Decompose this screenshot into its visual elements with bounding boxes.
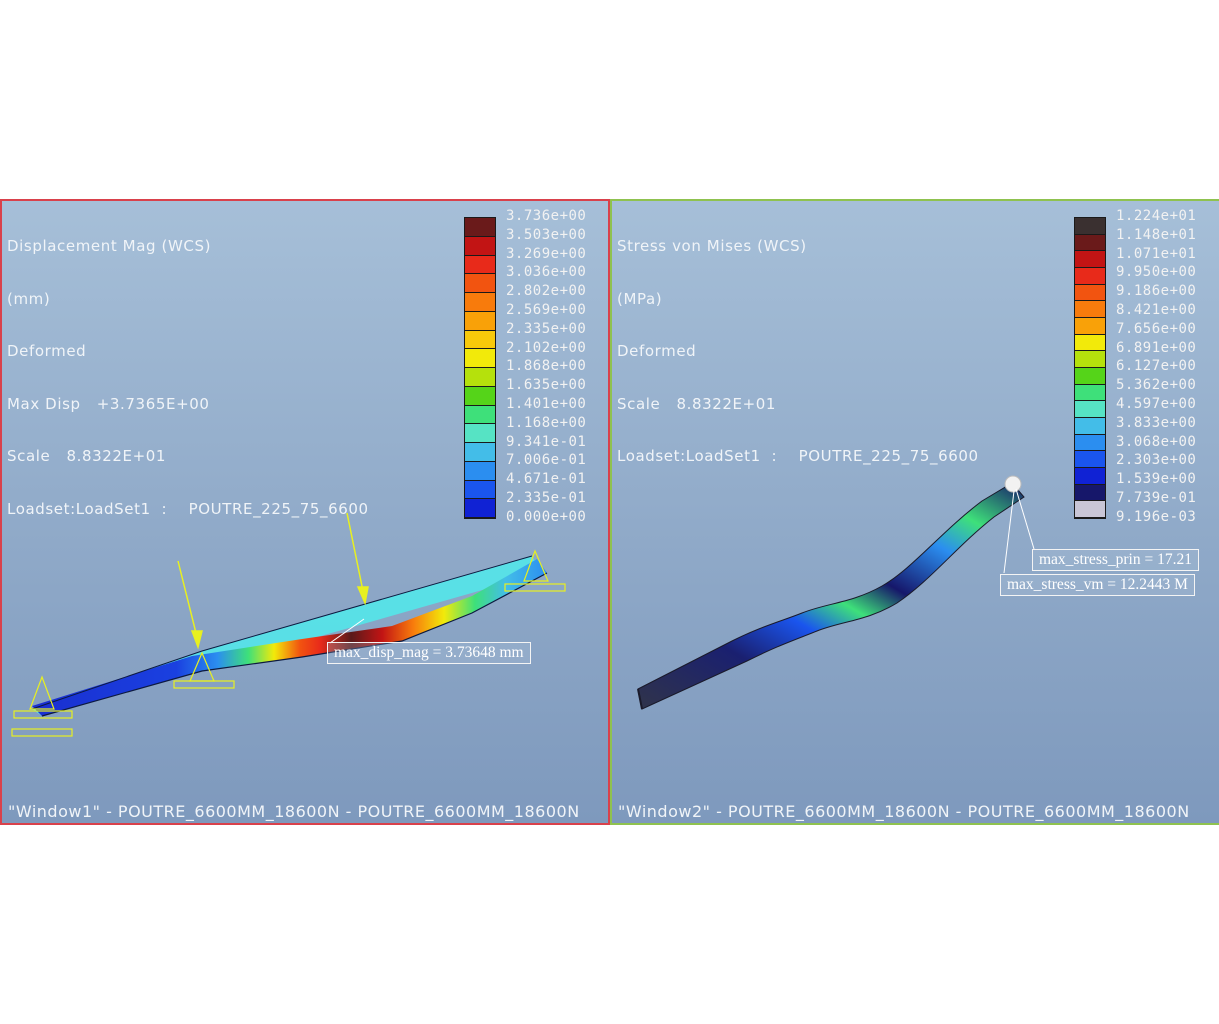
- constraint-symbols: [11, 549, 566, 737]
- legend-label: 3.036e+00: [506, 264, 587, 281]
- legend-label: 1.868e+00: [506, 358, 587, 375]
- legend-swatch: [1075, 501, 1105, 518]
- legend-swatch: [1075, 367, 1105, 385]
- legend-label: 2.303e+00: [1116, 452, 1197, 469]
- legend-label: 1.224e+01: [1116, 208, 1197, 224]
- legend-swatch: [1075, 451, 1105, 468]
- beam-side-face: [32, 559, 547, 716]
- legend-label: 2.802e+00: [506, 283, 587, 300]
- legend-label: 3.736e+00: [506, 208, 587, 224]
- header-line-units: (mm): [7, 289, 51, 308]
- legend-swatch: [465, 443, 495, 462]
- legend-label: 7.656e+00: [1116, 320, 1197, 337]
- legend-label: 0.000e+00: [506, 508, 587, 525]
- legend-swatch: [465, 405, 495, 425]
- legend-swatch: [1075, 384, 1105, 402]
- legend-swatch: [1075, 351, 1105, 368]
- legend-swatch: [1075, 267, 1105, 285]
- legend-swatch: [465, 386, 495, 406]
- legend-label: 2.569e+00: [506, 301, 587, 318]
- legend-swatch: [465, 424, 495, 443]
- legend-swatch: [1075, 284, 1105, 302]
- legend-label: 3.833e+00: [1116, 414, 1197, 431]
- color-legend-labels: 1.224e+01 1.148e+01 1.071e+01 9.950e+00 9.18…: [1116, 207, 1196, 527]
- header-line-units: (MPa): [617, 289, 663, 308]
- color-legend-labels: 3.736e+00 3.503e+00 3.269e+00 3.036e+00 2.80…: [506, 207, 586, 527]
- legend-label: 2.102e+00: [506, 339, 587, 356]
- legend-swatch: [1075, 218, 1105, 235]
- legend-swatch: [465, 368, 495, 387]
- legend-swatch: [1075, 401, 1105, 418]
- legend-swatch: [465, 349, 495, 368]
- legend-label: 5.362e+00: [1116, 377, 1197, 394]
- legend-label: 4.597e+00: [1116, 395, 1197, 412]
- header-line-title: Displacement Mag (WCS): [7, 237, 212, 255]
- legend-label: 2.335e-01: [506, 489, 587, 506]
- stress-beam: [637, 482, 1025, 710]
- window2-footer: "Window2" - POUTRE_6600MM_18600N - POUTR…: [618, 802, 1190, 821]
- legend-label: 6.891e+00: [1116, 339, 1197, 356]
- legend-label: 9.950e+00: [1116, 264, 1197, 281]
- legend-swatch: [1075, 301, 1105, 318]
- legend-label: 1.071e+01: [1116, 245, 1197, 262]
- header-line-scale: Scale 8.8322E+01: [617, 394, 777, 413]
- header-line-scale: Scale 8.8322E+01: [7, 447, 167, 465]
- legend-label: 1.635e+00: [506, 377, 587, 394]
- legend-swatch: [465, 255, 495, 275]
- color-legend-bar: [464, 217, 496, 519]
- legend-label: 3.068e+00: [1116, 433, 1197, 450]
- legend-swatch: [465, 236, 495, 256]
- legend-label: 4.671e-01: [506, 471, 587, 488]
- legend-label: 1.168e+00: [506, 414, 587, 431]
- legend-swatch: [465, 311, 495, 331]
- legend-label: 3.269e+00: [506, 245, 587, 262]
- legend-swatch: [1075, 317, 1105, 335]
- window2-result-header: Stress von Mises (WCS) (MPa) Deformed Sc…: [617, 203, 979, 501]
- legend-swatch: [1075, 484, 1105, 502]
- legend-label: 9.196e-03: [1116, 508, 1197, 525]
- stress-model-view[interactable]: [612, 201, 1219, 823]
- legend-label: 8.421e+00: [1116, 301, 1197, 318]
- legend-label: 2.335e+00: [506, 320, 587, 337]
- legend-swatch: [1075, 334, 1105, 352]
- legend-label: 1.401e+00: [506, 395, 587, 412]
- header-line-deformed: Deformed: [617, 342, 697, 360]
- legend-label: 9.341e-01: [506, 433, 587, 450]
- legend-swatch: [465, 274, 495, 293]
- legend-swatch: [465, 480, 495, 500]
- legend-label: 7.006e-01: [506, 452, 587, 469]
- legend-label: 9.186e+00: [1116, 283, 1197, 300]
- legend-swatch: [465, 218, 495, 237]
- legend-label: 6.127e+00: [1116, 358, 1197, 375]
- window1-footer: "Window1" - POUTRE_6600MM_18600N - POUTR…: [8, 802, 580, 821]
- legend-swatch: [1075, 417, 1105, 435]
- legend-label: 7.739e-01: [1116, 489, 1197, 506]
- header-line-loadset: Loadset:LoadSet1 : POUTRE_225_75_6600: [7, 499, 369, 518]
- legend-swatch: [1075, 234, 1105, 252]
- header-line-title: Stress von Mises (WCS): [617, 237, 807, 255]
- header-line-maxdisp: Max Disp +3.7365E+00: [7, 394, 210, 413]
- max-disp-callout: max_disp_mag = 3.73648 mm: [327, 642, 531, 664]
- header-line-deformed: Deformed: [7, 342, 87, 360]
- displacement-model-view[interactable]: [2, 201, 608, 823]
- load-arrow: [177, 512, 369, 650]
- viewport-window1[interactable]: Displacement Mag (WCS) (mm) Deformed Max…: [0, 199, 610, 825]
- color-legend-bar: [1074, 217, 1106, 519]
- legend-swatch: [1075, 251, 1105, 268]
- legend-swatch: [465, 293, 495, 312]
- header-line-loadset: Loadset:LoadSet1 : POUTRE_225_75_6600: [617, 447, 979, 465]
- viewport-window2[interactable]: Stress von Mises (WCS) (MPa) Deformed Sc…: [610, 199, 1219, 825]
- window1-result-header: Displacement Mag (WCS) (mm) Deformed Max…: [7, 203, 369, 553]
- legend-label: 3.503e+00: [506, 226, 587, 243]
- legend-swatch: [465, 330, 495, 350]
- max-stress-vm-callout: max_stress_vm = 12.2443 M: [1000, 574, 1195, 596]
- legend-swatch: [1075, 434, 1105, 452]
- legend-swatch: [465, 461, 495, 481]
- legend-swatch: [1075, 467, 1105, 485]
- legend-swatch: [465, 499, 495, 518]
- legend-label: 1.539e+00: [1116, 471, 1197, 488]
- max-stress-prin-callout: max_stress_prin = 17.21: [1032, 549, 1199, 571]
- legend-label: 1.148e+01: [1116, 226, 1197, 243]
